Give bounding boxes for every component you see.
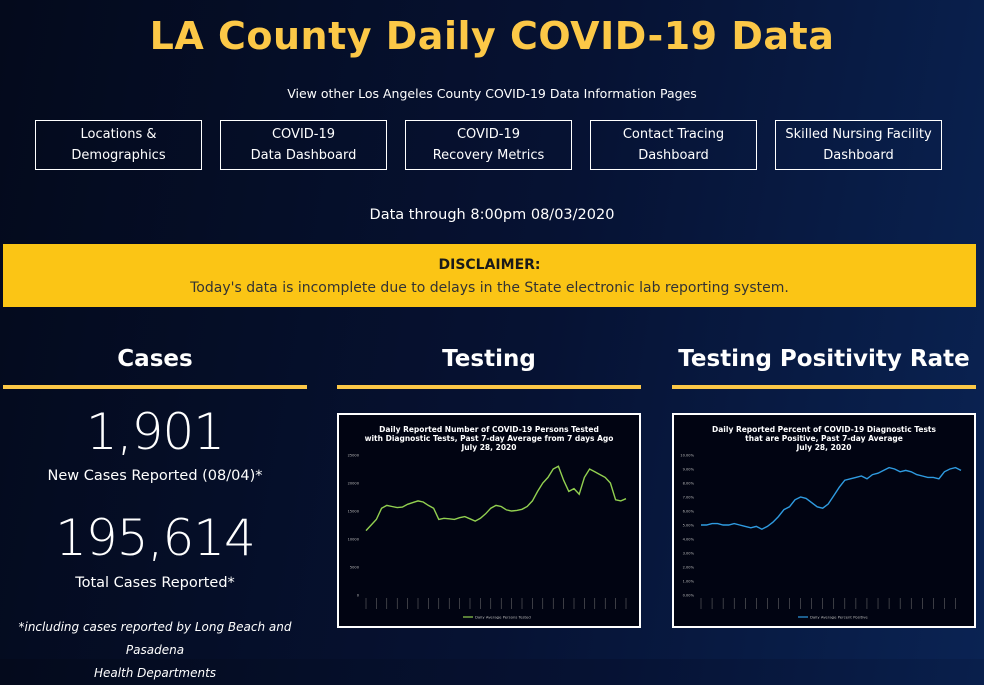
- footnote-line1: *including cases reported by Long Beach …: [18, 620, 292, 657]
- testing-divider: [337, 385, 641, 389]
- y-tick-label: 15000: [348, 510, 360, 514]
- testing-heading: Testing: [442, 346, 536, 372]
- positivity-heading: Testing Positivity Rate: [678, 346, 970, 372]
- cases-divider: [3, 385, 307, 389]
- nav-label-line2: Dashboard: [823, 148, 894, 163]
- new-cases-value: 1,901: [85, 403, 225, 461]
- y-tick-label: 5000: [350, 566, 360, 570]
- total-cases-label: Total Cases Reported*: [75, 575, 235, 591]
- nav-locations-demographics-button[interactable]: Locations & Demographics: [35, 120, 202, 170]
- series-line: [701, 466, 962, 530]
- chart-title-line: July 28, 2020: [461, 443, 517, 452]
- nav-skilled-nursing-button[interactable]: Skilled Nursing Facility Dashboard: [775, 120, 942, 170]
- nav-label-line2: Recovery Metrics: [432, 148, 545, 163]
- y-tick-label: 8.00%: [683, 482, 695, 486]
- chart-title-line: Daily Reported Number of COVID-19 Person…: [379, 425, 599, 434]
- y-tick-label: 9.00%: [683, 468, 695, 472]
- nav-data-dashboard-button[interactable]: COVID-19 Data Dashboard: [220, 120, 387, 170]
- series-line: [365, 465, 627, 532]
- nav-recovery-metrics-button[interactable]: COVID-19 Recovery Metrics: [405, 120, 572, 170]
- legend-label: Daily Average Persons Tested: [475, 615, 531, 620]
- testing-chart[interactable]: Daily Reported Number of COVID-19 Person…: [337, 413, 641, 628]
- y-tick-label: 6.00%: [683, 510, 695, 514]
- nav-label-line1: COVID-19: [271, 127, 336, 142]
- y-tick-label: 10000: [348, 538, 360, 542]
- nav-label-line2: Demographics: [71, 148, 166, 163]
- data-through-timestamp: Data through 8:00pm 08/03/2020: [369, 207, 615, 223]
- new-cases-label: New Cases Reported (08/04)*: [47, 468, 263, 484]
- positivity-divider: [672, 385, 976, 389]
- disclaimer-heading: DISCLAIMER:: [438, 257, 541, 273]
- y-tick-label: 10.00%: [680, 454, 694, 458]
- cases-heading: Cases: [117, 346, 193, 372]
- y-tick-label: 5.00%: [683, 524, 695, 528]
- y-tick-label: 3.00%: [683, 552, 695, 556]
- nav-label-line2: Dashboard: [638, 148, 709, 163]
- y-tick-label: 2.00%: [683, 566, 695, 570]
- nav-label-line1: COVID-19: [456, 127, 521, 142]
- chart-title-line: July 28, 2020: [796, 443, 852, 452]
- nav-label-line2: Data Dashboard: [250, 148, 357, 163]
- y-tick-label: 20000: [348, 482, 360, 486]
- testing-chart-svg: Daily Reported Number of COVID-19 Person…: [348, 425, 627, 620]
- nav-label-line1: Contact Tracing: [622, 127, 725, 142]
- y-tick-label: 7.00%: [683, 496, 695, 500]
- nav-label-line1: Locations &: [80, 127, 157, 142]
- nav-label-line1: Skilled Nursing Facility: [785, 127, 932, 142]
- nav-contact-tracing-button[interactable]: Contact Tracing Dashboard: [590, 120, 757, 170]
- legend-label: Daily Average Percent Positive: [810, 615, 868, 620]
- y-tick-label: 0.00%: [683, 594, 695, 598]
- chart-title-line: that are Positive, Past 7-day Average: [745, 434, 903, 443]
- cases-footnote: *including cases reported by Long Beach …: [0, 616, 310, 685]
- positivity-chart[interactable]: Daily Reported Percent of COVID-19 Diagn…: [672, 413, 976, 628]
- y-tick-label: 25000: [348, 454, 360, 458]
- positivity-chart-svg: Daily Reported Percent of COVID-19 Diagn…: [680, 425, 962, 620]
- disclaimer-banner: DISCLAIMER: Today's data is incomplete d…: [3, 244, 976, 307]
- info-pages-subtitle: View other Los Angeles County COVID-19 D…: [287, 86, 697, 101]
- y-tick-label: 4.00%: [683, 538, 695, 542]
- footnote-line2: Health Departments: [93, 666, 217, 680]
- y-tick-label: 0: [357, 594, 360, 598]
- total-cases-value: 195,614: [55, 509, 256, 567]
- disclaimer-text: Today's data is incomplete due to delays…: [190, 280, 789, 296]
- y-tick-label: 1.00%: [683, 580, 695, 584]
- page-title: LA County Daily COVID-19 Data: [149, 14, 835, 58]
- chart-title-line: with Diagnostic Tests, Past 7-day Averag…: [365, 434, 614, 443]
- chart-title-line: Daily Reported Percent of COVID-19 Diagn…: [712, 425, 936, 434]
